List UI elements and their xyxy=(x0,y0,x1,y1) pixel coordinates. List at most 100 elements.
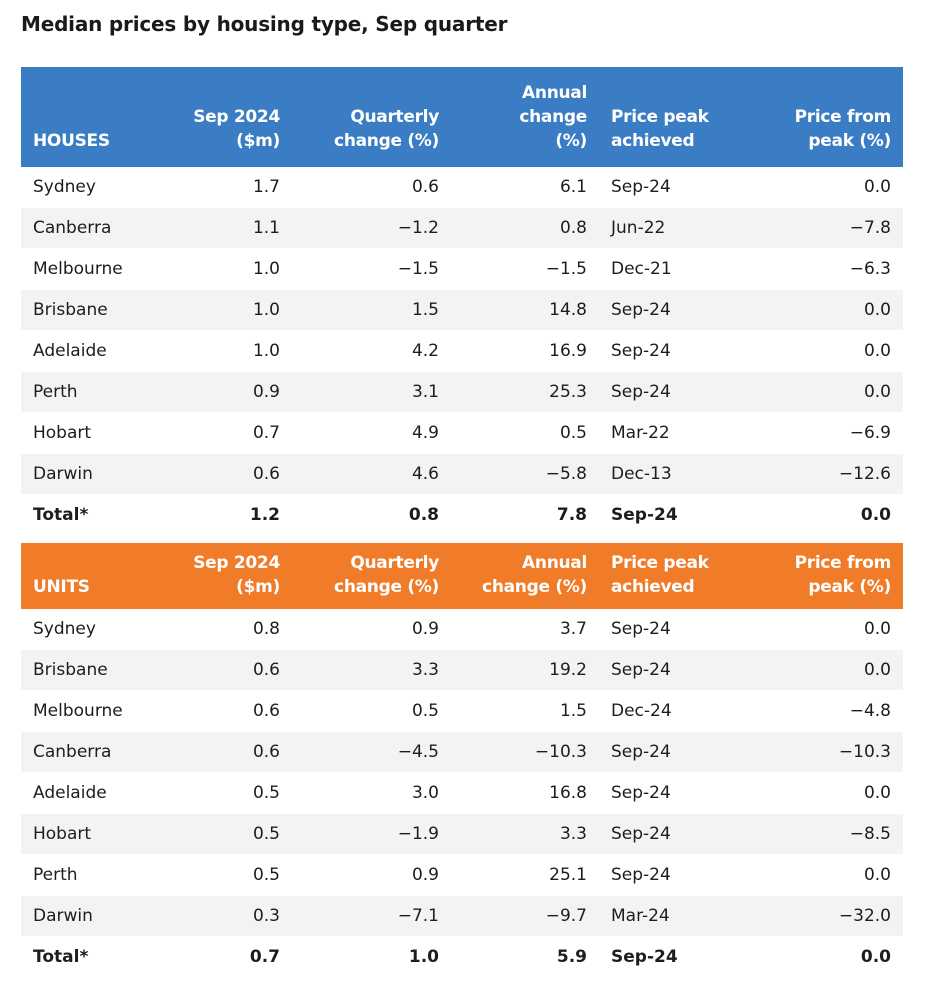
value-cell: Sep-24 xyxy=(599,330,745,372)
value-cell: 0.0 xyxy=(745,609,903,650)
value-cell: 0.0 xyxy=(745,289,903,331)
value-cell: 0.5 xyxy=(167,854,292,896)
value-cell: 0.0 xyxy=(745,936,903,978)
value-cell: Sep-24 xyxy=(599,289,745,331)
value-cell: Sep-24 xyxy=(599,813,745,855)
value-cell: −10.3 xyxy=(745,731,903,773)
value-cell: −5.8 xyxy=(451,453,599,495)
value-cell: −4.5 xyxy=(292,731,451,773)
value-cell: −1.5 xyxy=(451,248,599,290)
value-cell: 0.0 xyxy=(745,649,903,691)
value-cell: Sep-24 xyxy=(599,649,745,691)
units-table: UNITS Sep 2024 ($m) Quarterly change (%) An… xyxy=(21,543,903,978)
value-cell: 16.9 xyxy=(451,330,599,372)
table-row: Sydney 0.8 0.9 3.7 Sep-24 0.0 xyxy=(21,609,903,650)
column-header: Sep 2024 ($m) xyxy=(193,107,280,151)
value-cell: −7.8 xyxy=(745,207,903,249)
value-cell: 0.0 xyxy=(745,167,903,208)
value-cell: Sep-24 xyxy=(599,167,745,208)
table-row: Melbourne 1.0 −1.5 −1.5 Dec-21 −6.3 xyxy=(21,248,903,290)
value-cell: Dec-21 xyxy=(599,248,745,290)
value-cell: 3.3 xyxy=(292,649,451,691)
table-row: Sydney 1.7 0.6 6.1 Sep-24 0.0 xyxy=(21,167,903,208)
table-row: Perth 0.9 3.1 25.3 Sep-24 0.0 xyxy=(21,371,903,413)
value-cell: 0.7 xyxy=(167,936,292,978)
table-row: Darwin 0.3 −7.1 −9.7 Mar-24 −32.0 xyxy=(21,895,903,937)
value-cell: 1.0 xyxy=(167,248,292,290)
city-cell: Perth xyxy=(21,371,167,413)
houses-section-label: HOUSES xyxy=(33,131,110,151)
value-cell: 0.0 xyxy=(745,330,903,372)
value-cell: 0.8 xyxy=(292,494,451,536)
city-cell: Canberra xyxy=(21,207,167,249)
value-cell: 1.0 xyxy=(167,289,292,331)
table-row: Hobart 0.5 −1.9 3.3 Sep-24 −8.5 xyxy=(21,813,903,855)
value-cell: 1.5 xyxy=(292,289,451,331)
city-cell: Melbourne xyxy=(21,690,167,732)
column-header: Annual change (%) xyxy=(519,83,587,151)
column-header: Annual change (%) xyxy=(482,553,587,597)
value-cell: 0.5 xyxy=(167,772,292,814)
value-cell: 1.5 xyxy=(451,690,599,732)
value-cell: −1.5 xyxy=(292,248,451,290)
city-cell: Melbourne xyxy=(21,248,167,290)
value-cell: 0.5 xyxy=(167,813,292,855)
value-cell: 5.9 xyxy=(451,936,599,978)
city-cell: Perth xyxy=(21,854,167,896)
value-cell: 4.2 xyxy=(292,330,451,372)
units-section-label: UNITS xyxy=(33,577,90,597)
value-cell: −32.0 xyxy=(745,895,903,937)
value-cell: Dec-13 xyxy=(599,453,745,495)
table-row: Brisbane 1.0 1.5 14.8 Sep-24 0.0 xyxy=(21,289,903,331)
city-cell: Total* xyxy=(21,494,167,536)
city-cell: Brisbane xyxy=(21,289,167,331)
value-cell: 1.0 xyxy=(167,330,292,372)
value-cell: 0.8 xyxy=(167,609,292,650)
value-cell: 0.0 xyxy=(745,854,903,896)
table-row: Perth 0.5 0.9 25.1 Sep-24 0.0 xyxy=(21,854,903,896)
units-body: Sydney 0.8 0.9 3.7 Sep-24 0.0 Brisbane 0.6 3.3 19… xyxy=(21,609,903,978)
column-header: Price peak achieved xyxy=(611,107,709,151)
city-cell: Darwin xyxy=(21,895,167,937)
value-cell: 0.8 xyxy=(451,207,599,249)
value-cell: 6.1 xyxy=(451,167,599,208)
value-cell: −6.3 xyxy=(745,248,903,290)
table-row: Canberra 1.1 −1.2 0.8 Jun-22 −7.8 xyxy=(21,207,903,249)
value-cell: −1.2 xyxy=(292,207,451,249)
value-cell: 7.8 xyxy=(451,494,599,536)
value-cell: 0.6 xyxy=(292,167,451,208)
column-header: Quarterly change (%) xyxy=(334,107,439,151)
units-header-row: UNITS Sep 2024 ($m) Quarterly change (%) An… xyxy=(21,543,903,609)
value-cell: 25.3 xyxy=(451,371,599,413)
value-cell: 1.7 xyxy=(167,167,292,208)
column-header: Price peak achieved xyxy=(611,553,709,597)
total-row: Total* 1.2 0.8 7.8 Sep-24 0.0 xyxy=(21,494,903,536)
value-cell: Sep-24 xyxy=(599,772,745,814)
city-cell: Brisbane xyxy=(21,649,167,691)
value-cell: 0.0 xyxy=(745,772,903,814)
value-cell: 25.1 xyxy=(451,854,599,896)
table-row: Melbourne 0.6 0.5 1.5 Dec-24 −4.8 xyxy=(21,690,903,732)
value-cell: 4.6 xyxy=(292,453,451,495)
value-cell: 0.7 xyxy=(167,412,292,454)
table-row: Adelaide 0.5 3.0 16.8 Sep-24 0.0 xyxy=(21,772,903,814)
value-cell: Sep-24 xyxy=(599,371,745,413)
city-cell: Total* xyxy=(21,936,167,978)
houses-header-row: HOUSES Sep 2024 ($m) Quarterly change (%) A… xyxy=(21,67,903,167)
value-cell: −4.8 xyxy=(745,690,903,732)
table-row: Canberra 0.6 −4.5 −10.3 Sep-24 −10.3 xyxy=(21,731,903,773)
table-row: Darwin 0.6 4.6 −5.8 Dec-13 −12.6 xyxy=(21,453,903,495)
value-cell: 1.2 xyxy=(167,494,292,536)
value-cell: 0.6 xyxy=(167,649,292,691)
value-cell: 0.5 xyxy=(292,690,451,732)
value-cell: 0.0 xyxy=(745,371,903,413)
value-cell: Sep-24 xyxy=(599,854,745,896)
value-cell: Sep-24 xyxy=(599,936,745,978)
value-cell: 1.0 xyxy=(292,936,451,978)
table-row: Brisbane 0.6 3.3 19.2 Sep-24 0.0 xyxy=(21,649,903,691)
value-cell: Mar-22 xyxy=(599,412,745,454)
page-title: Median prices by housing type, Sep quart… xyxy=(21,12,508,36)
total-row: Total* 0.7 1.0 5.9 Sep-24 0.0 xyxy=(21,936,903,978)
value-cell: −8.5 xyxy=(745,813,903,855)
value-cell: 1.1 xyxy=(167,207,292,249)
